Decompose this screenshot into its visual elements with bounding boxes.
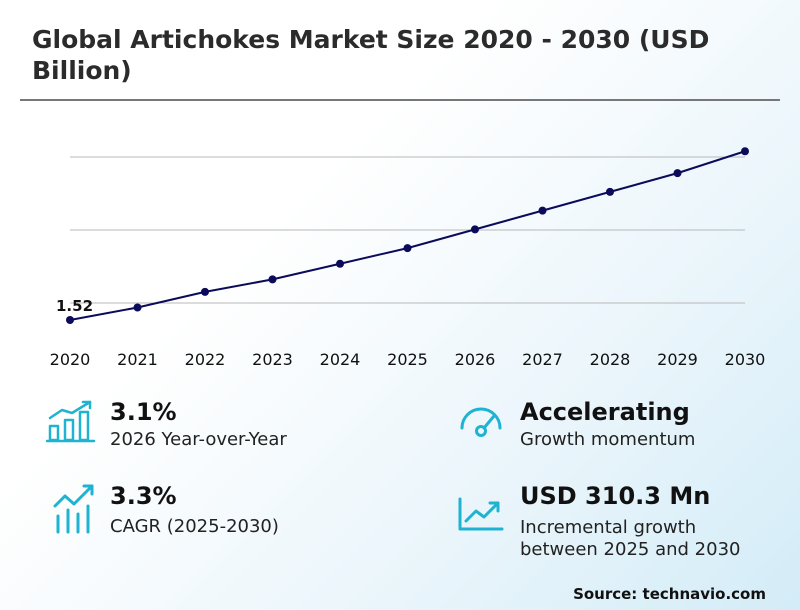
stat-label: Growth momentum [520, 429, 696, 450]
stat-label: CAGR (2025-2030) [110, 516, 279, 537]
data-point [538, 206, 547, 215]
data-point [336, 259, 344, 268]
stat-label-line-2: between 2025 and 2030 [520, 539, 741, 560]
title-divider [20, 99, 780, 101]
chart-title: Global Artichokes Market Size 2020 - 203… [32, 25, 710, 85]
source-credit: Source: technavio.com [573, 585, 766, 603]
speedometer-icon [460, 407, 502, 437]
data-point [741, 147, 749, 156]
data-point [673, 169, 682, 178]
series-line [69, 150, 746, 321]
x-tick-label: 2023 [252, 350, 293, 369]
x-tick-label: 2027 [522, 350, 563, 369]
bar-growth-icon [46, 400, 96, 443]
data-point [66, 316, 74, 324]
x-tick-label: 2030 [725, 350, 766, 369]
stat-value: USD 310.3 Mn [520, 482, 711, 510]
data-label: 1.52 [56, 297, 93, 315]
x-tick-label: 2022 [185, 350, 226, 369]
data-point [268, 275, 277, 284]
data-point [133, 303, 142, 312]
stat-value: Accelerating [520, 398, 690, 426]
data-point [201, 287, 209, 296]
data-point [403, 244, 412, 253]
line-chart: 1.52 2020 2021 2022 2023 2024 2025 2026 2027 202… [50, 147, 766, 369]
x-tick-label: 2025 [387, 350, 428, 369]
data-point [606, 187, 614, 196]
stat-value: 3.3% [110, 482, 177, 510]
line-chart-icon [458, 497, 504, 531]
trend-bars-icon [53, 484, 94, 534]
data-point [471, 225, 479, 234]
x-tick-label: 2029 [657, 350, 698, 369]
x-tick-label: 2020 [50, 350, 91, 369]
stat-value: 3.1% [110, 398, 177, 426]
x-tick-label: 2028 [590, 350, 631, 369]
x-tick-label: 2026 [455, 350, 496, 369]
stat-label-line-1: Incremental growth [520, 517, 697, 538]
x-tick-label: 2021 [117, 350, 158, 369]
x-tick-label: 2024 [320, 350, 361, 369]
stat-label: 2026 Year-over-Year [110, 429, 287, 450]
